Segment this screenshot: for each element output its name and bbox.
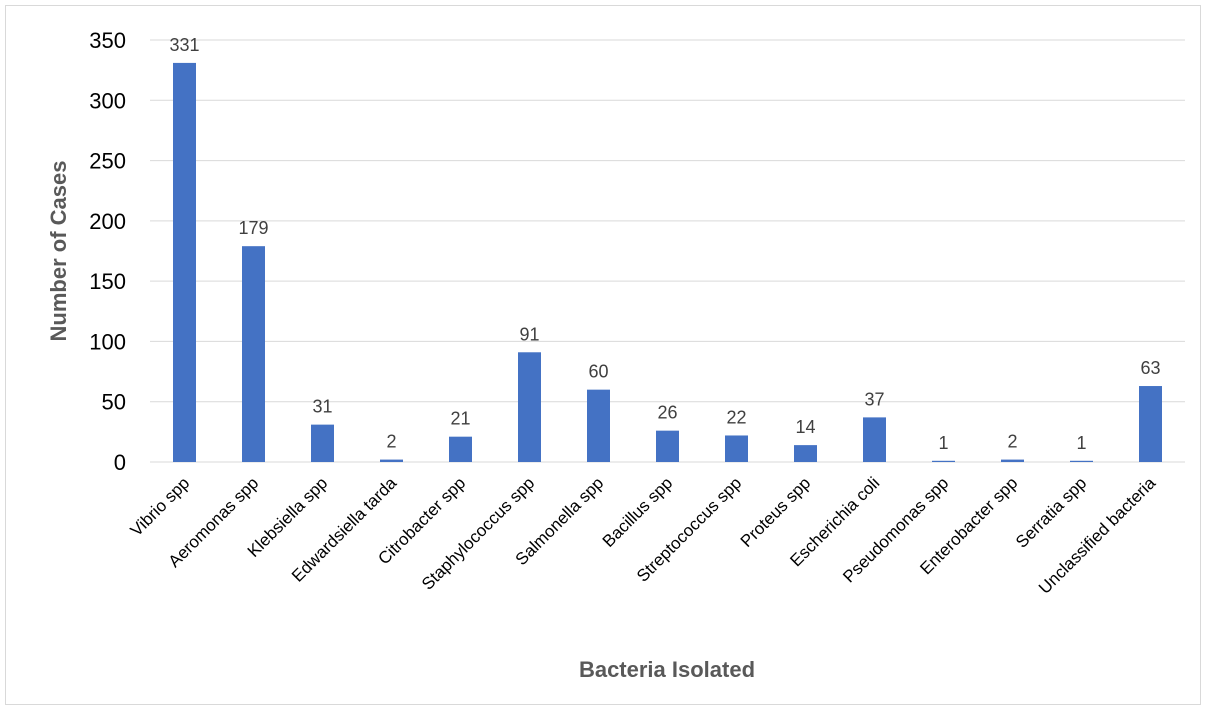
bar: [173, 62, 196, 463]
y-tick-label: 300: [89, 88, 126, 113]
y-axis-ticks: 0 50 100 150 200 250 300 350: [89, 28, 126, 475]
bar: [587, 389, 610, 462]
data-label: 2: [386, 432, 396, 452]
bar: [932, 460, 955, 462]
bar: [449, 436, 472, 462]
data-label: 37: [864, 389, 884, 409]
data-label: 21: [450, 409, 470, 429]
bar: [794, 445, 817, 462]
bar: [725, 435, 748, 462]
data-label: 331: [169, 35, 199, 55]
data-label: 60: [588, 362, 608, 382]
bar: [518, 352, 541, 462]
y-tick-label: 150: [89, 269, 126, 294]
data-label: 26: [657, 403, 677, 423]
data-label: 31: [312, 397, 332, 417]
x-tick-label: Unclassified bacteria: [1035, 473, 1160, 598]
y-tick-label: 350: [89, 28, 126, 53]
bar: [1070, 460, 1093, 462]
bar: [656, 430, 679, 462]
data-label: 63: [1140, 358, 1160, 378]
x-tick-label: Vibrio spp: [127, 473, 194, 540]
bar: [380, 459, 403, 462]
data-label: 14: [795, 417, 815, 437]
bar: [311, 424, 334, 462]
y-tick-label: 100: [89, 329, 126, 354]
y-tick-label: 50: [102, 390, 126, 415]
bar: [242, 246, 265, 462]
chart-frame: [5, 5, 1201, 705]
data-label: 179: [238, 218, 268, 238]
data-label: 22: [726, 407, 746, 427]
y-tick-label: 0: [114, 450, 126, 475]
y-tick-label: 250: [89, 149, 126, 174]
bar: [1139, 386, 1162, 462]
gridlines: [150, 39, 1185, 463]
x-axis-title: Bacteria Isolated: [579, 657, 755, 682]
data-label: 91: [519, 324, 539, 344]
data-label: 2: [1007, 432, 1017, 452]
x-tick-label: Staphylococcus spp: [418, 473, 538, 593]
bar: [1001, 459, 1024, 462]
data-label: 1: [938, 433, 948, 453]
bars: [173, 62, 1162, 463]
bar: [863, 417, 886, 462]
y-tick-label: 200: [89, 209, 126, 234]
y-axis-title: Number of Cases: [46, 161, 71, 342]
data-label: 1: [1076, 433, 1086, 453]
